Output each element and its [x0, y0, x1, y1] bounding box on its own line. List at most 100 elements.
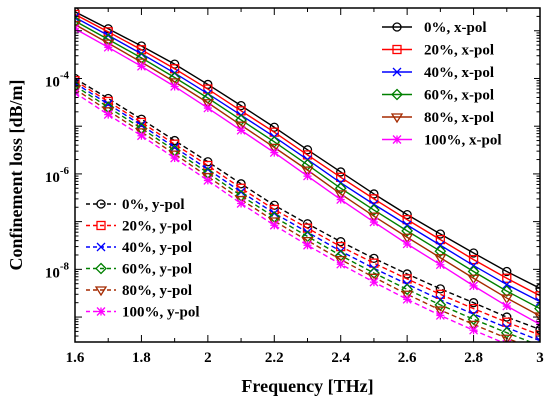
data-point: [103, 99, 113, 109]
data-point: [136, 131, 146, 141]
data-point: [201, 99, 215, 109]
legend-marker: [96, 242, 106, 252]
data-point: [434, 306, 447, 317]
data-point: [103, 110, 113, 120]
data-point: [334, 190, 347, 201]
series-line: [75, 13, 540, 297]
data-point: [467, 274, 480, 285]
legend-box: [378, 16, 534, 166]
legend-entry-label: 60%, x-pol: [424, 88, 494, 104]
y-tick-label: 10-6: [45, 165, 70, 186]
series-line: [75, 20, 540, 310]
data-point: [236, 199, 246, 208]
series-line: [75, 23, 540, 317]
legend-entry-label: 100%, x-pol: [424, 133, 502, 149]
x-tick-label: 2.2: [265, 350, 284, 366]
data-point: [369, 189, 379, 199]
data-point: [402, 274, 412, 284]
data-point: [302, 145, 313, 155]
data-point: [434, 254, 447, 264]
data-point: [336, 259, 346, 269]
series-line: [75, 92, 504, 342]
data-point: [502, 273, 512, 283]
data-point: [369, 277, 379, 287]
data-point: [334, 255, 347, 266]
data-point: [467, 313, 480, 326]
x-tick-label: 1.8: [132, 350, 151, 366]
data-point: [535, 324, 540, 335]
data-point: [203, 175, 213, 185]
data-point: [435, 234, 446, 245]
data-point: [268, 143, 281, 154]
data-point: [301, 166, 314, 177]
data-point: [303, 240, 312, 250]
series-line: [75, 80, 540, 336]
data-point: [534, 302, 540, 315]
legend-entry-label: 20%, x-pol: [424, 43, 494, 59]
data-point: [369, 253, 379, 263]
data-point: [468, 298, 479, 308]
legend-marker: [96, 199, 106, 209]
x-tick-label: 3: [536, 350, 544, 366]
data-point: [402, 269, 412, 279]
x-tick-label: 2.6: [398, 350, 417, 366]
data-point: [535, 297, 540, 307]
data-point: [236, 100, 246, 111]
data-point: [367, 212, 381, 223]
legend-marker: [392, 135, 402, 144]
y-axis-ticks: 10-8 10-6 10-4: [45, 7, 540, 343]
legend-marker: [392, 67, 402, 77]
data-point: [400, 290, 414, 301]
series-line: [75, 88, 519, 342]
legend-marker: [390, 113, 404, 124]
data-point: [400, 233, 414, 244]
data-point: [535, 291, 540, 301]
data-point: [301, 236, 314, 247]
data-point: [336, 167, 346, 177]
data-point: [369, 194, 379, 204]
data-point: [502, 312, 512, 322]
data-point: [75, 79, 81, 92]
x-tick-label: 2.8: [464, 350, 483, 366]
data-point: [467, 265, 480, 278]
series-line: [75, 85, 533, 342]
data-point: [469, 261, 479, 271]
data-point: [535, 330, 540, 340]
data-point: [401, 283, 414, 296]
legend-marker: [392, 22, 402, 32]
data-point: [203, 164, 213, 174]
x-tick-label: 2: [204, 350, 212, 366]
data-point: [368, 204, 380, 216]
data-point: [469, 325, 479, 335]
data-point: [535, 283, 540, 293]
data-point: [502, 301, 512, 311]
data-point: [468, 254, 479, 265]
data-point: [367, 273, 381, 284]
data-point: [269, 148, 279, 158]
data-point: [435, 260, 445, 270]
legend-bottom-left: 0%, y-pol 20%, y-pol 40%, y-pol 60%, y-pol 8…: [86, 197, 200, 321]
legend-entry-label: 20%, y-pol: [122, 219, 192, 235]
data-point: [336, 172, 346, 182]
data-point: [502, 266, 512, 277]
legend-entry-label: 100%, y-pol: [122, 305, 200, 321]
y-tick-label: 10-8: [45, 260, 70, 281]
data-point: [303, 171, 312, 181]
data-point: [236, 125, 246, 135]
data-point: [434, 245, 447, 258]
x-tick-label: 2.4: [331, 350, 350, 366]
y-axis-label: Confinement loss [dB/m]: [6, 79, 26, 270]
x-axis-label: Frequency [THz]: [241, 376, 373, 396]
data-point: [103, 42, 113, 52]
data-point: [500, 285, 513, 298]
data-point: [502, 280, 512, 290]
data-point: [402, 239, 412, 249]
data-point: [535, 336, 540, 342]
data-point: [75, 15, 81, 27]
data-point: [269, 220, 279, 230]
data-point: [170, 142, 180, 152]
data-point: [170, 82, 180, 91]
series-layer: [75, 8, 540, 342]
data-point: [468, 248, 479, 258]
data-point: [402, 294, 412, 304]
